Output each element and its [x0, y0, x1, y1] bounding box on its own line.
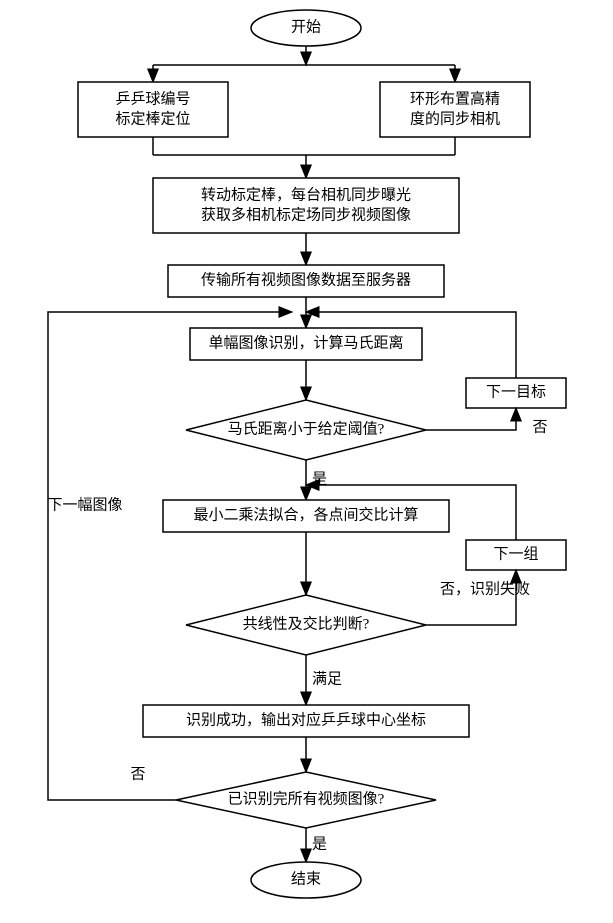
right-box-line2: 度的同步相机 [410, 110, 500, 127]
thresh-no-label: 否 [532, 419, 547, 435]
lsq-box-label: 最小二乘法拟合，各点间交比计算 [193, 505, 418, 523]
next-group-label: 下一组 [493, 545, 538, 562]
left-box-line1: 乒乒球编号 [115, 90, 190, 107]
mid-box-line2: 获取多相机标定场同步视频图像 [201, 206, 411, 223]
success-box-label: 识别成功，输出对应乒乒球中心坐标 [186, 710, 426, 728]
left-box-line2: 标定棒定位 [115, 110, 190, 127]
colinear-label: 共线性及交比判断? [243, 614, 370, 632]
alldone-yes-label: 是 [312, 836, 327, 852]
colinear-yes-label: 满足 [312, 670, 342, 687]
start-label: 开始 [291, 18, 321, 35]
alldone-label: 已识别完所有视频图像? [228, 790, 385, 807]
trans-box-label: 传输所有视频图像数据至服务器 [201, 271, 411, 288]
next-target-label: 下一目标 [486, 383, 546, 400]
next-image-label: 下一幅图像 [47, 496, 122, 513]
right-box [380, 82, 530, 137]
thresh-label: 马氏距离小于给定阈值? [228, 420, 385, 437]
edge-thresh-no [426, 408, 516, 430]
mid-box [153, 178, 459, 233]
colinear-no-label: 否，识别失败 [440, 580, 530, 597]
end-label: 结束 [291, 870, 321, 887]
mid-box-line1: 转动标定棒，每台相机同步曝光 [201, 186, 411, 203]
edge-colinear-no [426, 570, 516, 625]
single-box-label: 单幅图像识别，计算马氏距离 [208, 333, 403, 351]
alldone-no-label: 否 [130, 766, 145, 782]
right-box-line1: 环形布置高精 [410, 90, 500, 107]
left-box [78, 82, 228, 137]
